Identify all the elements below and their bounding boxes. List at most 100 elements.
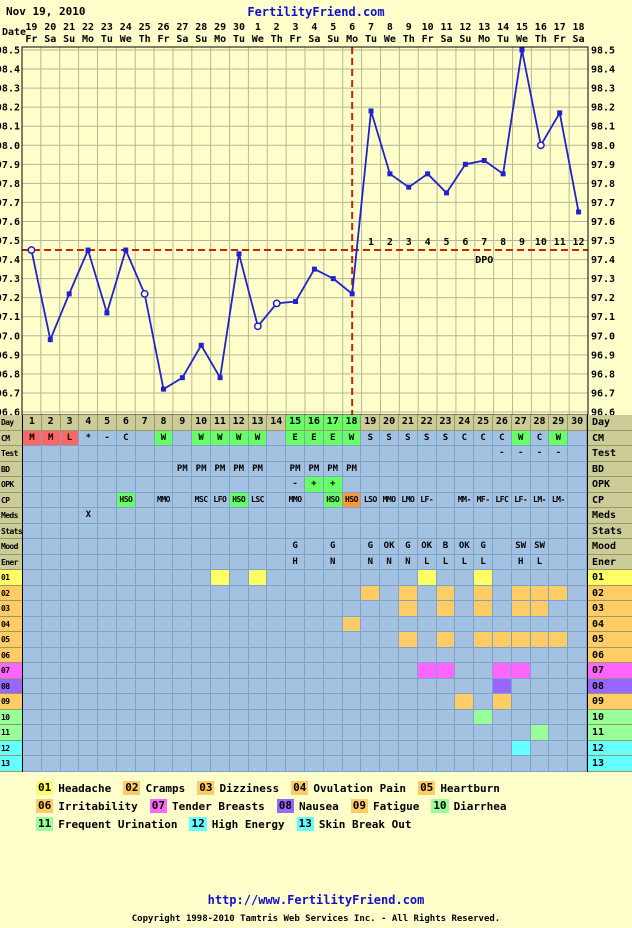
grid-cell (549, 539, 569, 555)
grid-cell (135, 585, 155, 601)
grid-cell (135, 492, 155, 508)
grid-cell (342, 709, 362, 725)
date-number: 16 (534, 22, 547, 33)
grid-cell (248, 554, 268, 570)
footer-link[interactable]: http://www.FertilityFriend.com (207, 893, 425, 907)
grid-cell (154, 725, 174, 741)
grid-cell (286, 446, 305, 462)
row-label: 11 (588, 725, 632, 741)
row-label: 10 (588, 709, 632, 725)
dpo-number: 3 (406, 237, 412, 248)
date-number: 28 (195, 22, 208, 33)
grid-cell (417, 647, 437, 663)
legend-item: 01 Headache (36, 781, 111, 795)
grid-cell (229, 678, 249, 694)
grid-cell (154, 709, 174, 725)
row-label: 09 (588, 694, 632, 710)
grid-cell (173, 756, 193, 772)
date-weekday: Tu (497, 34, 510, 45)
grid-cell (210, 740, 230, 756)
grid-cell: 10 (192, 415, 211, 431)
grid-cell: 5 (98, 415, 117, 431)
grid-cell (304, 539, 324, 555)
grid-cell (229, 709, 249, 725)
grid-cell (98, 554, 117, 570)
row-symptom-02: 02 02 (0, 585, 632, 601)
grid-cell (267, 694, 287, 710)
grid-cell (79, 663, 99, 679)
grid-cell (455, 523, 475, 539)
row-cells (22, 570, 588, 586)
grid-cell (79, 725, 99, 741)
grid-cell: LSO (361, 492, 381, 508)
grid-cell (267, 446, 287, 462)
row-label: CM (0, 430, 22, 446)
legend-badge: 07 (149, 799, 167, 813)
grid-cell (60, 523, 80, 539)
grid-cell (192, 740, 211, 756)
grid-cell (229, 740, 249, 756)
grid-cell (380, 709, 399, 725)
grid-cell (492, 632, 512, 648)
grid-cell: OK (455, 539, 475, 555)
grid-cell (192, 678, 211, 694)
legend-item: 12 High Energy (189, 817, 285, 831)
grid-cell (60, 725, 80, 741)
grid-cell (342, 508, 362, 524)
date-weekday: Su (63, 34, 76, 45)
grid-cell (361, 725, 381, 741)
grid-cell (342, 539, 362, 555)
grid-cell (568, 539, 587, 555)
grid-cell (41, 492, 61, 508)
date-number: 30 (232, 22, 245, 33)
row-cells: - + + (22, 477, 588, 493)
grid-cell (116, 756, 136, 772)
grid-cell (98, 663, 117, 679)
row-stats: Stats Stats (0, 523, 632, 539)
grid-cell (436, 756, 456, 772)
grid-cell (135, 616, 155, 632)
row-label: Day (0, 415, 22, 431)
grid-cell: 27 (511, 415, 531, 431)
grid-cell (229, 725, 249, 741)
date-weekdays-row: Fr Sa Su Mo Tu We Th Fr Sa Su Mo Tu We Th Fr Sa Su Mo Tu We… (22, 34, 588, 46)
grid-cell (455, 585, 475, 601)
grid-cell (79, 539, 99, 555)
legend-label: High Energy (211, 817, 285, 831)
grid-cell (492, 740, 512, 756)
temp-point (85, 247, 91, 253)
grid-cell (98, 725, 117, 741)
grid-cell (530, 663, 550, 679)
grid-cell (398, 647, 418, 663)
date-number: 29 (214, 22, 227, 33)
row-symptom-13: 13 13 (0, 756, 632, 772)
grid-cell (41, 570, 61, 586)
grid-cell (304, 678, 324, 694)
grid-cell (23, 446, 42, 462)
grid-cell (417, 601, 437, 617)
grid-cell (41, 632, 61, 648)
grid-cell (267, 461, 287, 477)
grid-cell (361, 508, 381, 524)
grid-cell (380, 616, 399, 632)
y-tick-left: 98.1 (0, 122, 20, 133)
grid-cell: C (455, 430, 475, 446)
temp-point (387, 171, 393, 177)
grid-cell: SW (511, 539, 531, 555)
row-label: Day (588, 415, 632, 431)
grid-cell (154, 585, 174, 601)
grid-cell (380, 678, 399, 694)
grid-cell (492, 585, 512, 601)
grid-cell (417, 585, 437, 601)
grid-cell (530, 461, 550, 477)
row-label: 06 (588, 647, 632, 663)
grid-cell (229, 539, 249, 555)
grid-cell (229, 570, 249, 586)
grid-cell (361, 694, 381, 710)
site-link[interactable]: FertilityFriend.com (247, 5, 385, 19)
grid-cell: S (417, 430, 437, 446)
grid-cell (23, 756, 42, 772)
grid-cell (116, 663, 136, 679)
grid-cell (304, 694, 324, 710)
row-mood: Mood G G G OK G OK B OK G SW SW Mood (0, 539, 632, 555)
